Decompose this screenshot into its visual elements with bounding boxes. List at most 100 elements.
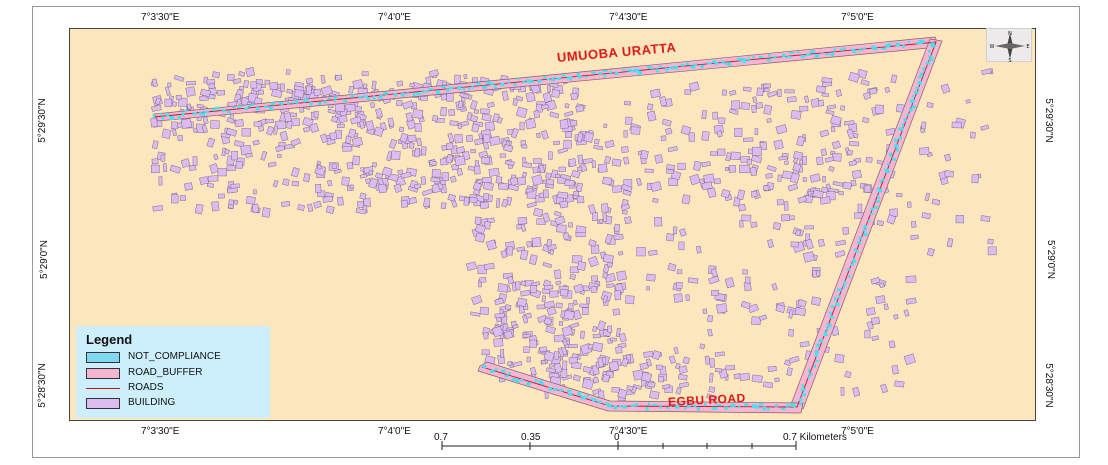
building-footprint: [778, 155, 788, 161]
noncompliance-marker: [441, 85, 446, 88]
building-footprint: [762, 184, 770, 192]
building-footprint: [553, 334, 565, 342]
noncompliance-marker: [334, 96, 338, 100]
noncompliance-marker: [816, 343, 820, 348]
building-footprint: [373, 126, 384, 137]
building-footprint: [480, 108, 490, 114]
building-footprint: [199, 88, 211, 98]
building-footprint: [531, 174, 544, 186]
building-footprint: [987, 238, 994, 245]
noncompliance-marker: [752, 404, 757, 409]
noncompliance-marker: [786, 56, 792, 58]
noncompliance-marker: [468, 87, 471, 91]
noncompliance-marker: [700, 64, 705, 68]
noncompliance-marker: [931, 42, 935, 45]
building-footprint: [815, 156, 824, 166]
building-footprint: [541, 295, 547, 302]
building-footprint: [864, 330, 871, 339]
noncompliance-marker: [534, 379, 538, 382]
building-footprint: [183, 182, 193, 191]
building-footprint: [469, 100, 478, 110]
building-footprint: [557, 191, 569, 199]
noncompliance-marker: [897, 43, 901, 46]
building-footprint: [564, 179, 575, 187]
building-footprint: [582, 366, 592, 373]
legend-label: ROAD_BUFFER: [128, 367, 203, 378]
building-footprint: [708, 275, 720, 285]
building-footprint: [784, 160, 789, 165]
right-tick-label: 5°29'30"N: [1042, 98, 1054, 143]
building-footprint: [361, 71, 369, 76]
building-footprint: [772, 221, 782, 231]
building-footprint: [508, 184, 519, 192]
legend-item-not-compliance: NOT_COMPLIANCE: [82, 351, 270, 365]
building-footprint: [575, 182, 583, 192]
building-footprint: [707, 328, 713, 337]
noncompliance-marker: [586, 394, 589, 398]
noncompliance-marker: [566, 76, 570, 80]
building-footprint: [840, 387, 845, 396]
building-footprint: [773, 139, 784, 150]
building-footprint: [454, 155, 466, 167]
map-canvas[interactable]: [69, 28, 1036, 421]
building-footprint: [316, 160, 322, 166]
noncompliance-marker: [546, 78, 550, 81]
top-tick-label: 7°4'30"E: [609, 12, 648, 23]
noncompliance-marker: [808, 368, 811, 373]
noncompliance-marker: [837, 288, 842, 292]
building-footprint: [414, 183, 422, 190]
building-footprint: [562, 360, 568, 370]
building-footprint: [756, 87, 764, 96]
building-footprint: [188, 164, 197, 172]
noncompliance-marker: [551, 77, 555, 82]
building-footprint: [510, 127, 519, 139]
noncompliance-marker: [232, 106, 236, 109]
noncompliance-marker: [714, 62, 719, 65]
building-footprint: [728, 108, 739, 115]
building-footprint: [185, 80, 196, 86]
building-footprint: [160, 154, 166, 162]
building-footprint: [706, 393, 718, 402]
noncompliance-marker: [482, 364, 487, 369]
building-footprint: [728, 164, 736, 173]
building-footprint: [349, 184, 354, 189]
noncompliance-marker: [808, 373, 813, 376]
building-footprint: [649, 88, 661, 99]
noncompliance-marker: [263, 105, 268, 108]
building-footprint: [375, 172, 384, 180]
building-footprint: [815, 270, 821, 277]
building-footprint: [164, 98, 173, 108]
building-footprint: [267, 161, 277, 168]
noncompliance-marker: [690, 65, 696, 69]
left-tick-label: 5°29'30"N: [36, 98, 48, 143]
road-buffer: [789, 38, 943, 410]
road-buffer: [477, 361, 804, 414]
building-footprint: [227, 203, 234, 210]
building-footprint: [564, 103, 570, 109]
building-footprint: [678, 381, 690, 389]
building-footprint: [980, 124, 990, 131]
building-footprint: [750, 221, 758, 228]
building-footprint: [471, 123, 480, 133]
noncompliance-marker: [204, 110, 210, 114]
noncompliance-marker: [291, 101, 294, 104]
noncompliance-marker: [606, 403, 612, 408]
building-footprint: [893, 314, 899, 320]
building-footprint: [832, 180, 844, 187]
noncompliance-marker: [614, 71, 619, 76]
building-footprint: [492, 113, 500, 123]
building-footprint: [265, 125, 275, 136]
building-footprint: [611, 158, 622, 167]
noncompliance-marker: [922, 40, 926, 43]
noncompliance-marker: [490, 82, 495, 86]
noncompliance-marker: [372, 95, 376, 100]
building-footprint: [871, 335, 879, 341]
noncompliance-marker: [877, 195, 880, 200]
building-footprint: [468, 196, 478, 204]
noncompliance-marker: [879, 180, 882, 183]
building-footprint: [342, 145, 353, 152]
building-footprint: [241, 128, 251, 137]
building-footprint: [522, 315, 529, 324]
building-footprint: [846, 149, 854, 156]
building-footprint: [250, 81, 258, 89]
